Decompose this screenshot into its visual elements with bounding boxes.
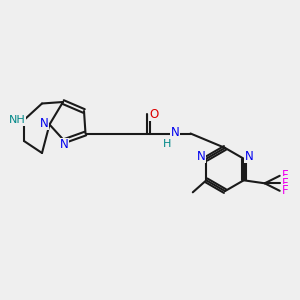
Text: N: N — [60, 138, 69, 151]
Text: O: O — [149, 107, 158, 121]
Text: NH: NH — [9, 115, 26, 125]
Text: N: N — [170, 126, 179, 139]
Text: N: N — [196, 150, 205, 163]
Text: F: F — [282, 169, 288, 182]
Text: H: H — [163, 139, 171, 149]
Text: F: F — [282, 177, 288, 190]
Text: F: F — [282, 184, 288, 197]
Text: N: N — [245, 150, 254, 163]
Text: N: N — [40, 116, 49, 130]
